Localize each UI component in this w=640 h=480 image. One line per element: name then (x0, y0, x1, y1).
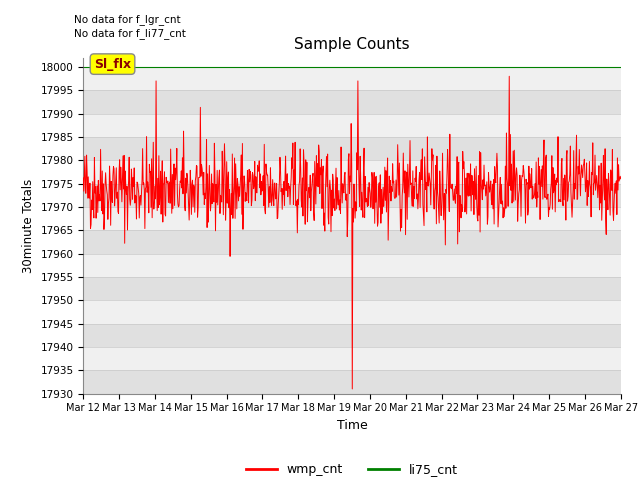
Bar (83, 300, 621, 324)
Bar (83, 207, 621, 230)
Bar (83, 137, 621, 160)
Bar (83, 253, 621, 277)
Bar (83, 324, 621, 347)
Text: No data for f_li77_cnt: No data for f_li77_cnt (74, 28, 186, 39)
Bar (83, 67, 621, 90)
Text: Sl_flx: Sl_flx (94, 58, 131, 71)
Bar (83, 370, 621, 394)
Bar (83, 277, 621, 300)
Bar (83, 184, 621, 207)
Bar (83, 347, 621, 370)
Bar (83, 160, 621, 184)
Bar (83, 90, 621, 114)
Text: No data for f_lgr_cnt: No data for f_lgr_cnt (74, 13, 180, 24)
X-axis label: Time: Time (337, 419, 367, 432)
Legend: wmp_cnt, li75_cnt: wmp_cnt, li75_cnt (241, 458, 463, 480)
Bar (83, 114, 621, 137)
Title: Sample Counts: Sample Counts (294, 37, 410, 52)
Y-axis label: 30minute Totals: 30minute Totals (22, 179, 35, 273)
Bar (83, 230, 621, 253)
